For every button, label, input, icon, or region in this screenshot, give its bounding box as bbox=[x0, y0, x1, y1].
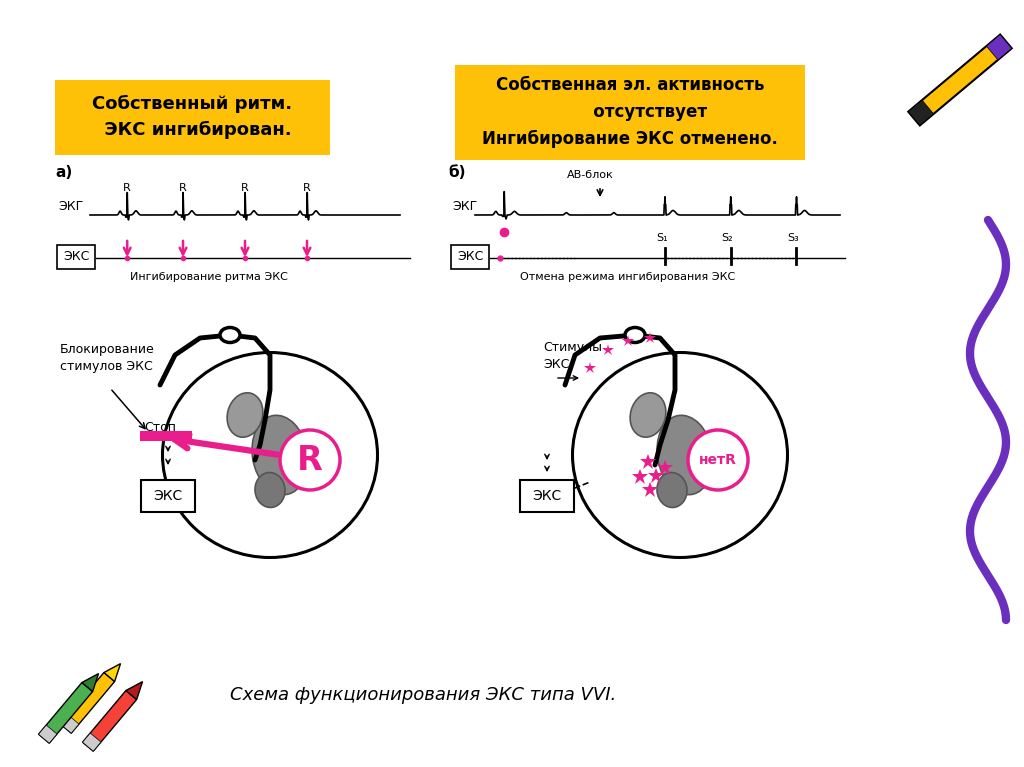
Polygon shape bbox=[39, 683, 92, 743]
Text: ЭКС: ЭКС bbox=[154, 489, 182, 503]
Text: S₁: S₁ bbox=[656, 233, 668, 243]
Polygon shape bbox=[60, 715, 79, 733]
Polygon shape bbox=[60, 673, 115, 733]
Text: Блокирование
стимулов ЭКС: Блокирование стимулов ЭКС bbox=[60, 343, 155, 373]
Polygon shape bbox=[83, 733, 101, 751]
FancyBboxPatch shape bbox=[451, 245, 489, 269]
Text: б): б) bbox=[449, 165, 466, 180]
Text: ЭКГ: ЭКГ bbox=[58, 200, 83, 213]
Ellipse shape bbox=[572, 353, 787, 558]
Text: нетR: нетR bbox=[699, 453, 737, 467]
Text: ЭКС: ЭКС bbox=[532, 489, 561, 503]
Text: Стимулы
ЭКС: Стимулы ЭКС bbox=[543, 341, 602, 371]
FancyBboxPatch shape bbox=[55, 80, 330, 155]
Text: Отмена режима ингибирования ЭКС: Отмена режима ингибирования ЭКС bbox=[520, 272, 735, 282]
Text: Стоп: Стоп bbox=[144, 421, 176, 434]
Bar bbox=[140, 431, 193, 441]
Text: S₂: S₂ bbox=[722, 233, 733, 243]
Ellipse shape bbox=[255, 472, 285, 508]
Polygon shape bbox=[908, 35, 1012, 126]
Text: Схема функционирования ЭКС типа VVI.: Схема функционирования ЭКС типа VVI. bbox=[230, 686, 616, 704]
FancyBboxPatch shape bbox=[455, 65, 805, 160]
Circle shape bbox=[280, 430, 340, 490]
Text: ЭКГ: ЭКГ bbox=[452, 200, 477, 213]
FancyBboxPatch shape bbox=[57, 245, 95, 269]
Polygon shape bbox=[126, 682, 142, 700]
Ellipse shape bbox=[220, 328, 240, 343]
Ellipse shape bbox=[163, 353, 378, 558]
Polygon shape bbox=[908, 100, 934, 126]
Polygon shape bbox=[83, 690, 136, 751]
Text: ЭКС: ЭКС bbox=[62, 251, 89, 264]
Polygon shape bbox=[103, 663, 121, 682]
Ellipse shape bbox=[227, 393, 263, 437]
Text: Собственная эл. активность
       отсутствует
Ингибирование ЭКС отменено.: Собственная эл. активность отсутствует И… bbox=[482, 77, 778, 147]
Polygon shape bbox=[986, 35, 1012, 60]
Ellipse shape bbox=[630, 393, 666, 437]
Text: Ингибирование ритма ЭКС: Ингибирование ритма ЭКС bbox=[130, 272, 288, 282]
Text: R: R bbox=[241, 183, 249, 193]
FancyBboxPatch shape bbox=[141, 480, 195, 512]
Text: ЭКС: ЭКС bbox=[457, 251, 483, 264]
Text: R: R bbox=[297, 443, 323, 476]
Circle shape bbox=[688, 430, 748, 490]
Ellipse shape bbox=[625, 328, 645, 343]
Ellipse shape bbox=[252, 415, 308, 495]
Polygon shape bbox=[39, 725, 57, 743]
Text: АВ-блок: АВ-блок bbox=[566, 170, 613, 180]
Text: S₃: S₃ bbox=[787, 233, 799, 243]
Ellipse shape bbox=[657, 415, 713, 495]
Text: а): а) bbox=[55, 165, 73, 180]
Text: R: R bbox=[123, 183, 131, 193]
Text: R: R bbox=[179, 183, 186, 193]
Text: R: R bbox=[303, 183, 311, 193]
Polygon shape bbox=[82, 673, 98, 692]
FancyBboxPatch shape bbox=[520, 480, 574, 512]
Ellipse shape bbox=[657, 472, 687, 508]
Text: Собственный ритм.
  ЭКС ингибирован.: Собственный ритм. ЭКС ингибирован. bbox=[92, 94, 292, 140]
